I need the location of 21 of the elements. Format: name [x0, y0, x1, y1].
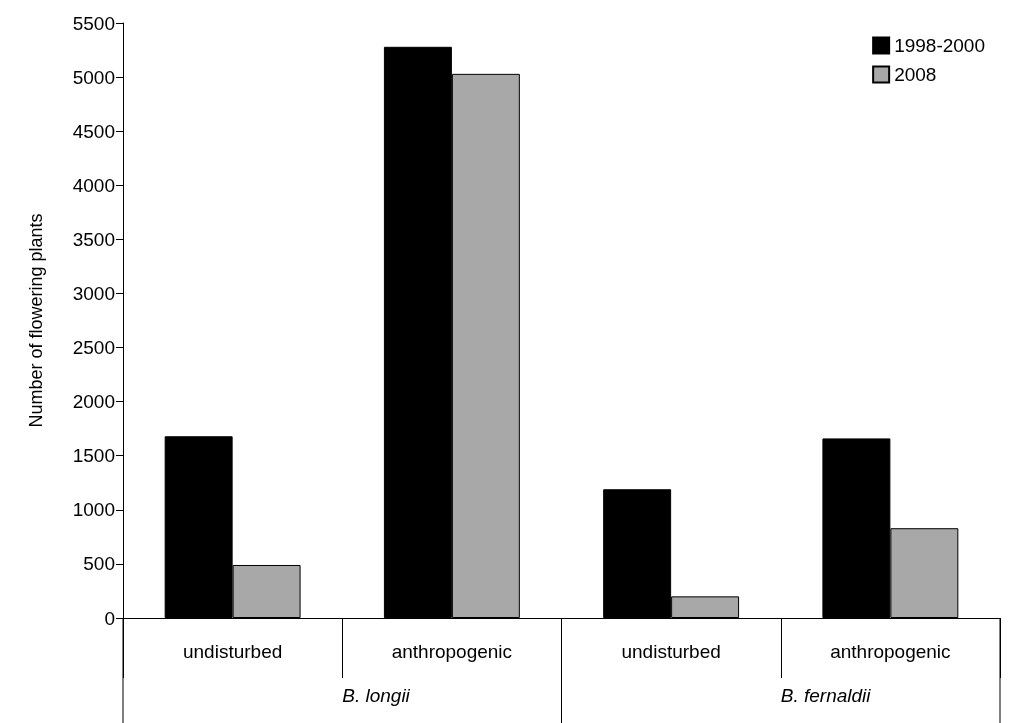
y-tick-label: 500	[83, 553, 115, 575]
legend-label: 2008	[894, 64, 937, 85]
x-tick-label: undisturbed	[621, 641, 721, 662]
x-tick-label: anthropogenic	[830, 641, 951, 662]
y-tick-label: 5500	[72, 12, 115, 34]
y-tick-label: 1000	[72, 499, 115, 521]
y-tick-label: 4500	[72, 120, 115, 142]
x-tick-label: undisturbed	[182, 641, 283, 662]
y-tick-label: 3500	[72, 228, 115, 250]
y-tick-label: 2500	[72, 337, 115, 359]
y-tick-label: 3000	[72, 282, 115, 304]
text: B. longii	[342, 685, 411, 706]
legend-label: 1998-2000	[894, 35, 986, 56]
y-tick-label: 1500	[72, 445, 115, 467]
y-tick-label: 4000	[72, 174, 115, 196]
x-tick-label: anthropogenic	[391, 641, 513, 662]
y-tick-label: 5000	[72, 66, 115, 88]
y-tick-label: 0	[104, 607, 115, 629]
y-axis-title: Number of flowering plants	[26, 213, 46, 428]
text: B. fernaldii	[780, 685, 872, 706]
y-tick-label: 2000	[72, 391, 115, 413]
